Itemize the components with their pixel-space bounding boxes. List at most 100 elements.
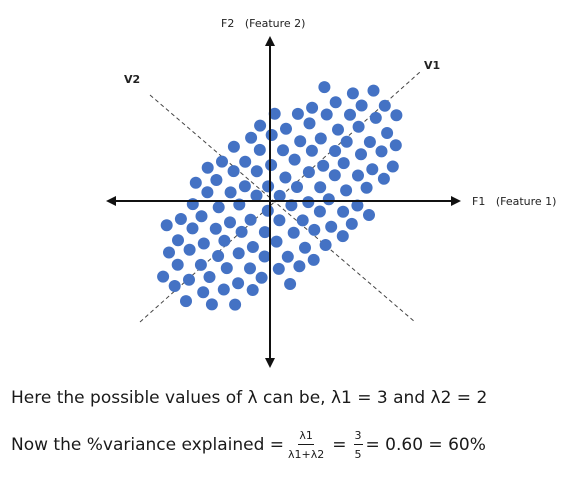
data-point xyxy=(337,157,350,170)
formula-prefix: Now the %variance explained = xyxy=(11,435,285,455)
data-point xyxy=(367,84,380,97)
data-point xyxy=(262,180,275,193)
data-point xyxy=(212,201,225,214)
data-point xyxy=(345,217,358,230)
data-point xyxy=(258,250,271,263)
data-point xyxy=(195,210,208,223)
numeric-fraction-numerator: 3 xyxy=(353,429,363,445)
data-point xyxy=(280,122,292,135)
data-point xyxy=(390,109,403,122)
data-point xyxy=(217,283,230,296)
data-point xyxy=(313,205,326,218)
data-point xyxy=(245,131,258,144)
data-point xyxy=(224,186,237,199)
data-point xyxy=(337,205,350,218)
data-point xyxy=(319,239,332,251)
data-point xyxy=(163,246,175,259)
data-point xyxy=(157,270,170,283)
data-point xyxy=(201,161,214,174)
f2-axis-label: F2 (Feature 2) xyxy=(221,17,305,30)
data-point xyxy=(381,127,394,139)
data-point xyxy=(332,123,344,136)
data-point xyxy=(336,230,349,243)
data-point xyxy=(227,140,240,153)
data-point xyxy=(180,295,192,308)
data-point xyxy=(284,278,297,290)
data-point xyxy=(355,99,368,112)
data-point xyxy=(281,250,294,263)
data-point xyxy=(255,271,268,284)
data-point xyxy=(244,213,257,226)
equals-sign: = xyxy=(332,435,347,455)
data-point xyxy=(210,174,223,186)
data-point xyxy=(277,144,289,157)
data-point xyxy=(273,189,286,202)
data-point xyxy=(352,120,365,133)
data-point xyxy=(351,199,364,212)
data-point xyxy=(363,209,375,221)
data-point xyxy=(377,172,390,185)
data-point xyxy=(246,241,259,253)
data-point xyxy=(291,107,304,120)
data-point xyxy=(229,298,242,311)
data-point xyxy=(186,198,199,211)
data-point xyxy=(293,260,306,273)
data-point xyxy=(344,108,356,121)
data-point xyxy=(317,159,330,172)
data-point xyxy=(389,139,402,152)
lambda-values-text: Here the possible values of λ can be, λ1… xyxy=(11,388,488,408)
data-point xyxy=(288,153,301,166)
data-point xyxy=(254,119,267,132)
data-point xyxy=(235,225,248,238)
data-point xyxy=(285,199,298,212)
data-point xyxy=(291,181,303,193)
data-point xyxy=(171,258,184,271)
variance-explained-formula: Now the %variance explained = λ1 λ1+λ2 =… xyxy=(11,426,486,464)
data-point xyxy=(352,169,364,182)
data-point xyxy=(227,165,240,178)
data-point xyxy=(329,145,342,157)
data-point xyxy=(232,247,245,260)
data-point xyxy=(305,144,318,157)
data-point xyxy=(306,101,319,114)
data-point xyxy=(183,243,196,256)
data-point xyxy=(360,181,373,194)
data-point xyxy=(197,286,210,299)
lambda-fraction: λ1 λ1+λ2 xyxy=(287,429,325,461)
data-point xyxy=(346,87,359,100)
data-point xyxy=(272,262,285,275)
data-point xyxy=(186,222,199,235)
data-point xyxy=(340,184,353,197)
data-point xyxy=(307,253,320,266)
data-point xyxy=(328,169,341,182)
data-point xyxy=(250,165,263,178)
data-point xyxy=(322,193,335,206)
f1-axis-label: F1 (Feature 1) xyxy=(472,195,556,208)
data-point xyxy=(246,284,259,296)
data-point xyxy=(308,223,321,236)
data-point xyxy=(270,235,283,248)
data-point xyxy=(325,220,338,233)
data-point xyxy=(189,176,202,189)
data-point xyxy=(340,135,353,148)
data-point xyxy=(209,222,222,235)
data-points xyxy=(157,81,403,311)
data-point xyxy=(261,204,274,217)
data-point xyxy=(216,155,228,168)
data-point xyxy=(183,273,195,286)
data-point xyxy=(197,237,210,250)
data-point xyxy=(329,96,342,109)
data-point xyxy=(265,159,278,171)
data-point xyxy=(375,145,388,158)
data-point xyxy=(363,136,376,148)
data-point xyxy=(378,99,391,112)
data-point xyxy=(205,298,218,311)
data-point xyxy=(296,214,309,227)
data-point xyxy=(366,163,379,176)
data-point xyxy=(386,160,399,173)
v1-label: V1 xyxy=(424,59,440,72)
data-point xyxy=(224,216,236,229)
data-point xyxy=(174,213,187,225)
pca-scatter-diagram: F2 (Feature 2) F1 (Feature 1) V1 V2 xyxy=(106,17,556,368)
data-point xyxy=(318,81,331,94)
